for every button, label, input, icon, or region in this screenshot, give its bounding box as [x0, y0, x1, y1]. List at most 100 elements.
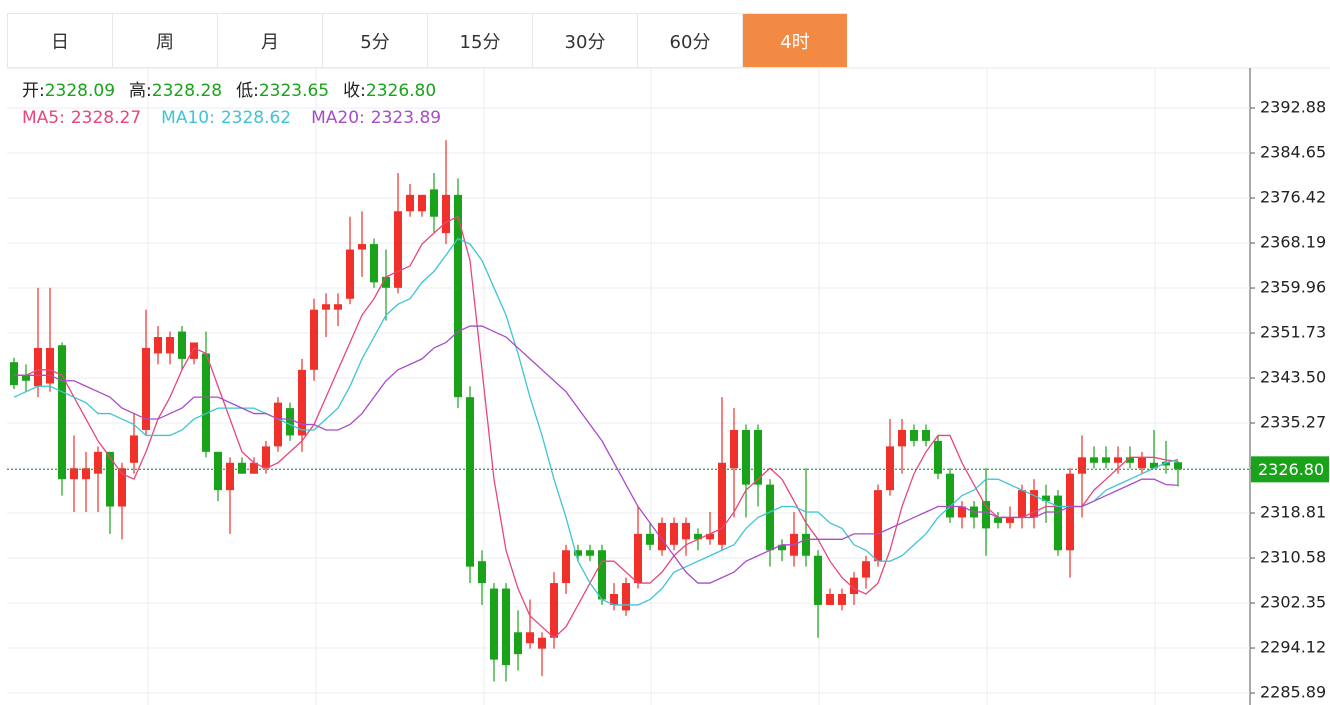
candle-body: [538, 637, 546, 649]
candle-body: [574, 550, 582, 556]
y-tick-label: 2310.58: [1260, 548, 1326, 567]
candle-body: [310, 309, 318, 370]
candle-body: [214, 451, 222, 491]
candle-body: [154, 337, 162, 354]
candle-body: [1066, 473, 1074, 551]
candle-body: [586, 550, 594, 556]
last-price-label: 2326.80: [1258, 460, 1324, 479]
candle-body: [1102, 457, 1110, 463]
candle-body: [826, 594, 834, 605]
candle-body: [742, 429, 750, 485]
candle-body: [886, 446, 894, 491]
candle-body: [346, 249, 354, 299]
candle-body: [142, 347, 150, 430]
tab[interactable]: 月: [217, 14, 322, 67]
candle-body: [478, 561, 486, 584]
ma-line: [14, 325, 1179, 584]
candle-body: [598, 550, 606, 600]
candle-body: [370, 244, 378, 283]
candle-body: [70, 468, 78, 480]
info-value: 2326.80: [365, 81, 437, 101]
candle-body: [1114, 457, 1122, 463]
candle-body: [502, 588, 510, 666]
candle-body: [766, 484, 774, 551]
candle-body: [658, 522, 666, 551]
tab[interactable]: 60分: [637, 14, 742, 67]
ma-value: 2323.89: [370, 108, 442, 128]
candle-body: [1018, 490, 1026, 518]
candle-body: [250, 462, 258, 474]
candle-body: [490, 588, 498, 660]
candle-body: [1090, 457, 1098, 463]
candle-body: [238, 462, 246, 474]
tab[interactable]: 30分: [532, 14, 637, 67]
ma-label: MA20:: [311, 108, 365, 128]
candle-body: [862, 561, 870, 578]
candle-body: [1054, 495, 1062, 551]
ma-value: 2328.27: [70, 108, 142, 128]
candle-body: [322, 304, 330, 310]
candle-body: [850, 577, 858, 595]
candle-body: [802, 533, 810, 556]
candle-body: [898, 429, 906, 447]
info-label: 收:: [343, 81, 366, 101]
ma-line: [13, 237, 1179, 606]
candle-body: [358, 244, 366, 250]
candle-body: [274, 402, 282, 447]
candle-body: [634, 533, 642, 584]
candle-body: [550, 583, 558, 638]
y-tick-label: 2285.89: [1260, 683, 1326, 702]
candle-body: [1126, 457, 1134, 463]
tab[interactable]: 15分: [427, 14, 532, 67]
candle-body: [286, 408, 294, 436]
tab[interactable]: 4时: [742, 14, 847, 67]
y-tick-label: 2376.42: [1260, 188, 1326, 207]
candle-body: [778, 544, 786, 551]
candle-body: [454, 194, 462, 398]
candle-body: [874, 490, 882, 562]
last-price-box: [1251, 456, 1329, 483]
candle-body: [406, 194, 414, 212]
tab[interactable]: 日: [7, 14, 112, 67]
info-value: 2328.28: [151, 81, 223, 101]
candle-body: [1162, 461, 1170, 466]
candle-body: [298, 369, 306, 436]
y-tick-label: 2302.35: [1260, 593, 1326, 612]
tab-bar: 日周月 5分 15分 30分 60分 4时: [7, 13, 847, 68]
candle-body: [514, 632, 522, 655]
y-tick-label: 2351.73: [1260, 323, 1326, 342]
candle-body: [382, 276, 390, 288]
tab[interactable]: 周: [112, 14, 217, 67]
info-value: 2328.09: [44, 81, 116, 101]
candle-body: [466, 397, 474, 567]
candle-body: [58, 345, 66, 480]
candle-body: [118, 468, 126, 507]
candle-body: [1030, 490, 1038, 518]
candle-body: [106, 451, 114, 507]
y-tick-label: 2318.81: [1260, 503, 1326, 522]
candle-body: [22, 375, 30, 381]
info-panel: 开:2328.09 高:2328.28 低:2323.65 收:2326.80 MA5…: [22, 78, 441, 132]
candle-body: [1138, 457, 1146, 469]
candle-body: [838, 594, 846, 605]
ma-line: [14, 215, 1179, 639]
candle-body: [610, 594, 618, 605]
candle-body: [718, 462, 726, 545]
y-tick-label: 2368.19: [1260, 233, 1326, 252]
candle-body: [1042, 495, 1050, 502]
candle-body: [922, 429, 930, 441]
candle-body: [1174, 462, 1182, 470]
candle-body: [910, 429, 918, 441]
candle-body: [430, 189, 438, 217]
info-label: 低:: [236, 81, 259, 101]
ma-label: MA10:: [161, 108, 215, 128]
candle-body: [82, 468, 90, 480]
candle-body: [670, 522, 678, 545]
tab[interactable]: 5分: [322, 14, 427, 67]
candle-body: [994, 517, 1002, 523]
candle-body: [682, 522, 690, 540]
candle-body: [166, 337, 174, 354]
candle-body: [202, 353, 210, 452]
candle-body: [394, 211, 402, 288]
